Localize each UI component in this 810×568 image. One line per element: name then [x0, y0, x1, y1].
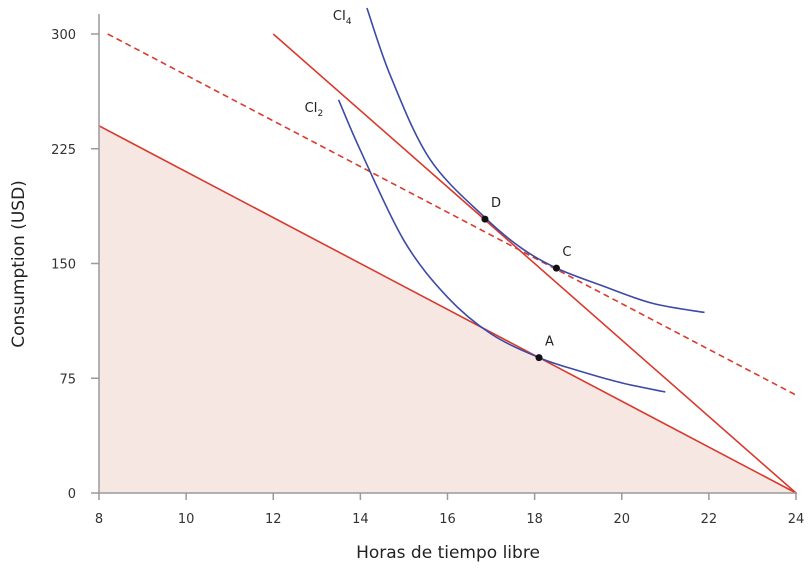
- y-tick-label: 0: [68, 487, 76, 502]
- x-tick-label: 14: [352, 512, 369, 527]
- point-label-C: C: [562, 245, 571, 260]
- y-tick-label: 225: [51, 143, 76, 158]
- y-axis: 0 75 150 225 300 Consumption (USD): [9, 14, 100, 502]
- y-tick-label: 150: [51, 258, 76, 273]
- point-label-A: A: [545, 335, 554, 350]
- curve-labels: CI2 CI4: [305, 9, 352, 119]
- series-layer: [98, 7, 797, 494]
- point-C: [552, 264, 560, 272]
- x-tick-label: 10: [178, 512, 195, 527]
- curve-label-CI4: CI4: [333, 9, 352, 27]
- x-ticks: 8 10 12 14 16 18 20 22 24: [95, 493, 804, 527]
- x-tick-label: 24: [788, 512, 805, 527]
- x-tick-label: 12: [265, 512, 282, 527]
- point-A: [535, 354, 543, 362]
- x-tick-label: 22: [701, 512, 718, 527]
- x-tick-label: 18: [526, 512, 543, 527]
- x-axis-title: Horas de tiempo libre: [356, 543, 540, 563]
- y-ticks: 0 75 150 225 300: [51, 28, 99, 502]
- x-tick-label: 16: [439, 512, 456, 527]
- plot-area: A D C: [98, 7, 797, 494]
- budget-line-1: [272, 33, 797, 494]
- y-axis-title: Consumption (USD): [9, 180, 29, 348]
- point-D: [481, 215, 489, 223]
- points-layer: A D C: [481, 196, 571, 362]
- x-tick-label: 20: [613, 512, 630, 527]
- x-axis: 8 10 12 14 16 18 20 22 24 Horas de tiempo libre: [95, 492, 804, 563]
- budget-line-0: [98, 125, 797, 494]
- indifference-curve-4: [366, 7, 705, 314]
- x-tick-label: 8: [95, 512, 103, 527]
- curve-label-CI2: CI2: [305, 101, 324, 119]
- y-tick-label: 300: [51, 28, 76, 43]
- point-label-D: D: [491, 196, 501, 211]
- indifference-curve-3: [337, 99, 666, 393]
- y-tick-label: 75: [59, 372, 76, 387]
